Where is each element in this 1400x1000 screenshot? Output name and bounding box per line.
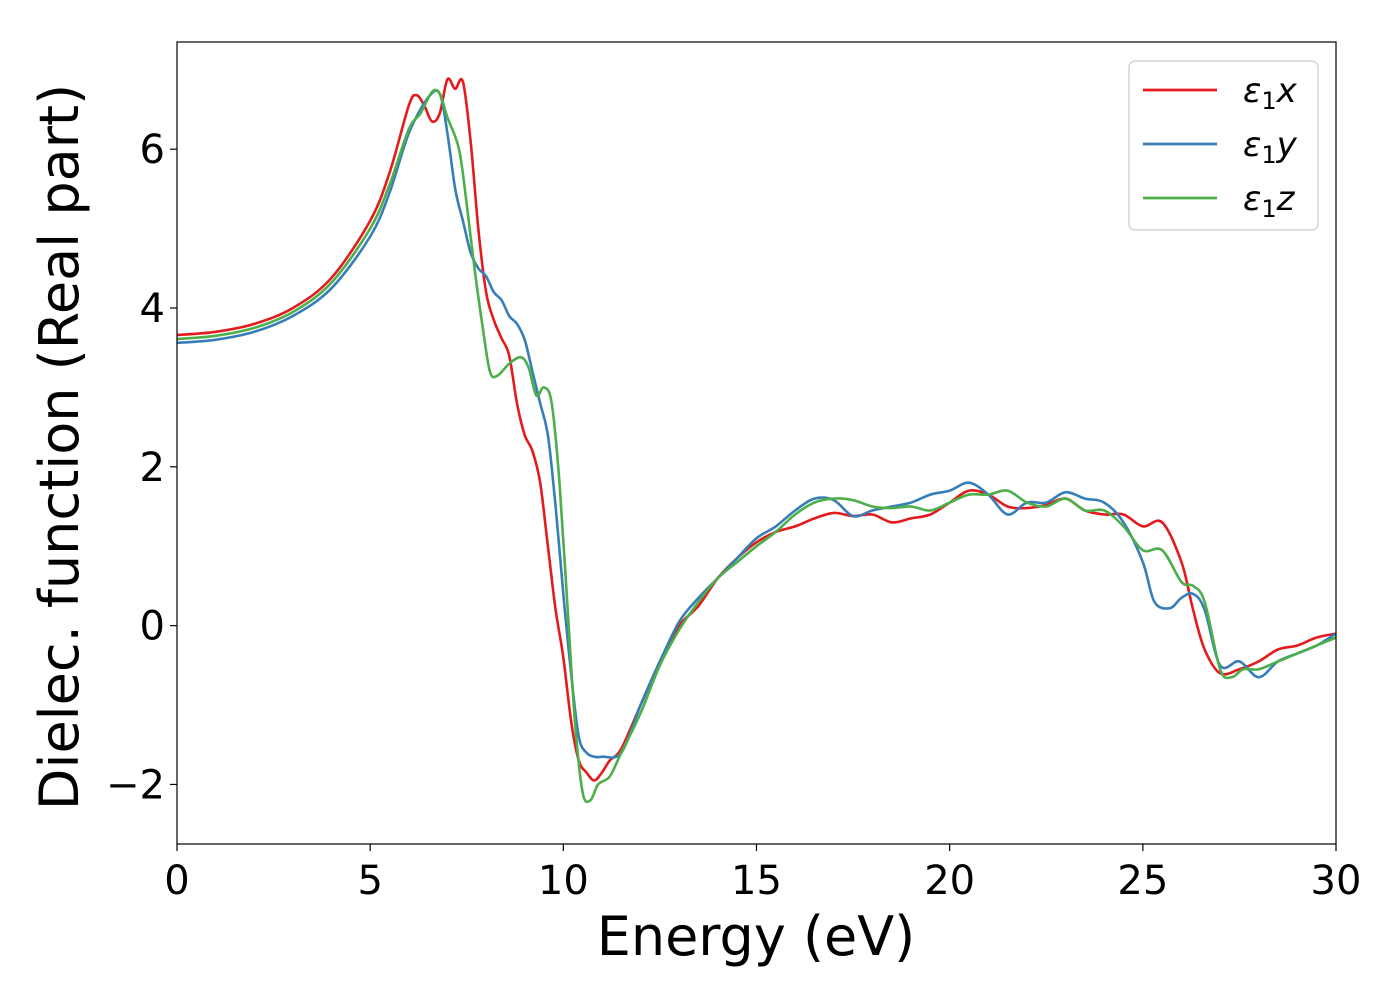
x-tick-label: 0 — [164, 858, 189, 904]
x-tick-label: 25 — [1117, 858, 1168, 904]
x-tick-label: 15 — [731, 858, 782, 904]
legend-label-z: ε1z — [1243, 179, 1296, 223]
y-tick-label: −2 — [106, 762, 165, 808]
y-axis: −2 0 2 4 6 — [106, 127, 177, 808]
x-tick-label: 10 — [538, 858, 589, 904]
x-tick-label: 30 — [1311, 858, 1362, 904]
series-line-z — [176, 88, 1337, 804]
y-tick-label: 4 — [140, 286, 165, 332]
series-line-y — [176, 89, 1337, 759]
legend-label-y: ε1y — [1243, 125, 1298, 169]
x-axis: 0 5 10 15 20 25 30 — [164, 844, 1361, 904]
series-layer — [176, 77, 1337, 804]
y-tick-label: 6 — [140, 127, 165, 173]
legend-label-x: ε1x — [1243, 71, 1298, 115]
x-axis-title: Energy (eV) — [597, 905, 916, 968]
x-tick-label: 5 — [357, 858, 382, 904]
y-axis-title: Dielec. function (Real part) — [28, 84, 91, 810]
y-tick-label: 2 — [140, 445, 165, 491]
x-tick-label: 20 — [924, 858, 975, 904]
legend: ε1x ε1y ε1z — [1128, 60, 1319, 231]
legend-box — [1128, 60, 1319, 231]
y-tick-label: 0 — [140, 604, 165, 650]
